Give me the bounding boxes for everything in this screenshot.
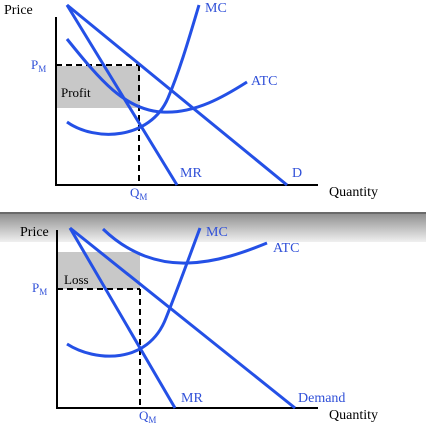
top-mc-label: MC [205, 1, 227, 16]
top-price-tick: PM [31, 57, 46, 74]
bottom-atc-label: ATC [273, 241, 299, 256]
top-atc-label: ATC [251, 74, 277, 89]
loss-panel: Price Quantity PM QM Loss MC ATC MR Dema… [20, 225, 378, 425]
profit-panel: Price Quantity PM QM Profit MC ATC MR D [4, 1, 378, 202]
bottom-mc-label: MC [206, 225, 228, 240]
bottom-price-tick: PM [32, 280, 47, 297]
bottom-demand-curve [70, 228, 295, 408]
top-y-axis-label: Price [4, 3, 33, 18]
bottom-demand-label: Demand [298, 391, 345, 406]
bottom-x-axis-label: Quantity [329, 408, 378, 423]
panel-divider-edge [0, 212, 426, 214]
top-mr-label: MR [180, 166, 202, 181]
bottom-mr-label: MR [181, 391, 203, 406]
top-quantity-tick: QM [130, 185, 147, 202]
top-x-axis-label: Quantity [329, 185, 378, 200]
bottom-y-axis-label: Price [20, 225, 49, 240]
profit-label: Profit [61, 85, 91, 100]
loss-label: Loss [64, 272, 89, 287]
bottom-quantity-tick: QM [139, 408, 156, 425]
top-demand-label: D [292, 166, 302, 181]
